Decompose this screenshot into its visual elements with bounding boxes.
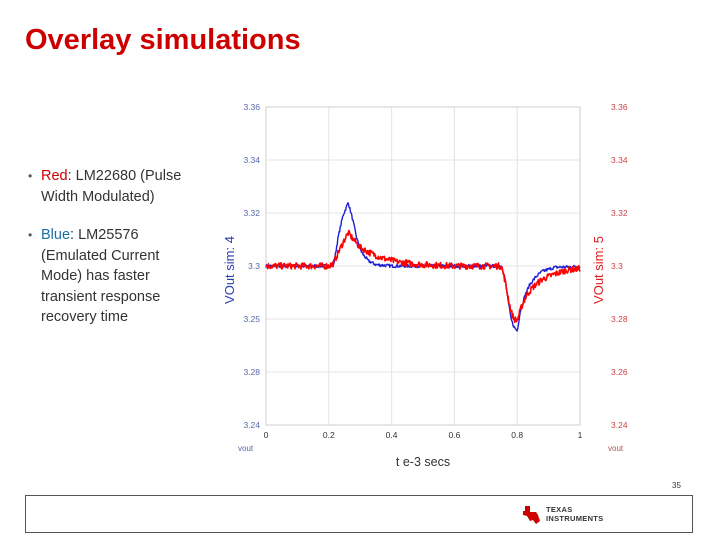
x-tick-label: 0.6 bbox=[448, 430, 460, 440]
left-axis-label: VOut sim: 4 bbox=[222, 236, 237, 304]
ti-logo-text: Texas Instruments bbox=[546, 505, 603, 523]
x-tick-label: 0.8 bbox=[511, 430, 523, 440]
right-corner-label: vout bbox=[608, 444, 624, 453]
left-axis-ticks: 3.36 3.34 3.32 3.3 3.25 3.28 3.24 bbox=[243, 102, 260, 430]
overlay-chart: 3.36 3.34 3.32 3.3 3.25 3.28 3.24 3.36 3.34 3.32… bbox=[222, 102, 628, 469]
x-axis-label: t e-3 secs bbox=[396, 455, 450, 469]
right-tick-label: 3.24 bbox=[611, 420, 628, 430]
x-tick-label: 1 bbox=[578, 430, 583, 440]
left-tick-label: 3.36 bbox=[243, 102, 260, 112]
x-tick-label: 0 bbox=[264, 430, 269, 440]
x-axis-ticks: 0 0.2 0.4 0.6 0.8 1 bbox=[264, 430, 583, 440]
right-tick-label: 3.26 bbox=[611, 367, 628, 377]
slide-title: Overlay simulations bbox=[25, 24, 301, 56]
right-tick-label: 3.3 bbox=[611, 261, 623, 271]
left-tick-label: 3.34 bbox=[243, 155, 260, 165]
bullet-dot-icon: • bbox=[28, 228, 33, 242]
bullet-red-text: : LM22680 (Pulse Width Modulated) bbox=[41, 168, 182, 205]
right-tick-label: 3.32 bbox=[611, 208, 628, 218]
bullet-dot-icon: • bbox=[28, 169, 33, 183]
x-tick-label: 0.2 bbox=[323, 430, 335, 440]
page-number: 35 bbox=[672, 481, 681, 490]
right-tick-label: 3.28 bbox=[611, 314, 628, 324]
right-axis-label: VOut sim: 5 bbox=[591, 236, 606, 304]
ti-logo-line2: Instruments bbox=[546, 514, 604, 523]
texas-state-icon bbox=[523, 506, 540, 524]
bullet-list: • Red: LM22680 (Pulse Width Modulated) •… bbox=[28, 166, 203, 346]
ti-logo-line1: Texas bbox=[546, 505, 573, 514]
footer-bar bbox=[25, 495, 693, 533]
series-line-blue bbox=[265, 202, 581, 332]
left-corner-label: vout bbox=[238, 444, 254, 453]
bullet-red-keyword: Red bbox=[41, 168, 68, 184]
right-axis-ticks: 3.36 3.34 3.32 3.3 3.28 3.26 3.24 bbox=[611, 102, 628, 430]
left-tick-label: 3.28 bbox=[243, 367, 260, 377]
left-tick-label: 3.3 bbox=[248, 261, 260, 271]
right-tick-label: 3.36 bbox=[611, 102, 628, 112]
bullet-blue-text: : LM25576 (Emulated Current Mode) has fa… bbox=[41, 227, 161, 325]
bullet-blue-keyword: Blue bbox=[41, 227, 71, 243]
chart-series bbox=[265, 202, 581, 332]
left-tick-label: 3.32 bbox=[243, 208, 260, 218]
bullet-blue: • Blue: LM25576 (Emulated Current Mode) … bbox=[28, 225, 203, 328]
right-tick-label: 3.34 bbox=[611, 155, 628, 165]
x-tick-label: 0.4 bbox=[386, 430, 398, 440]
series-line-red bbox=[265, 229, 581, 324]
bullet-red: • Red: LM22680 (Pulse Width Modulated) bbox=[28, 166, 203, 207]
left-tick-label: 3.25 bbox=[243, 314, 260, 324]
left-tick-label: 3.24 bbox=[243, 420, 260, 430]
